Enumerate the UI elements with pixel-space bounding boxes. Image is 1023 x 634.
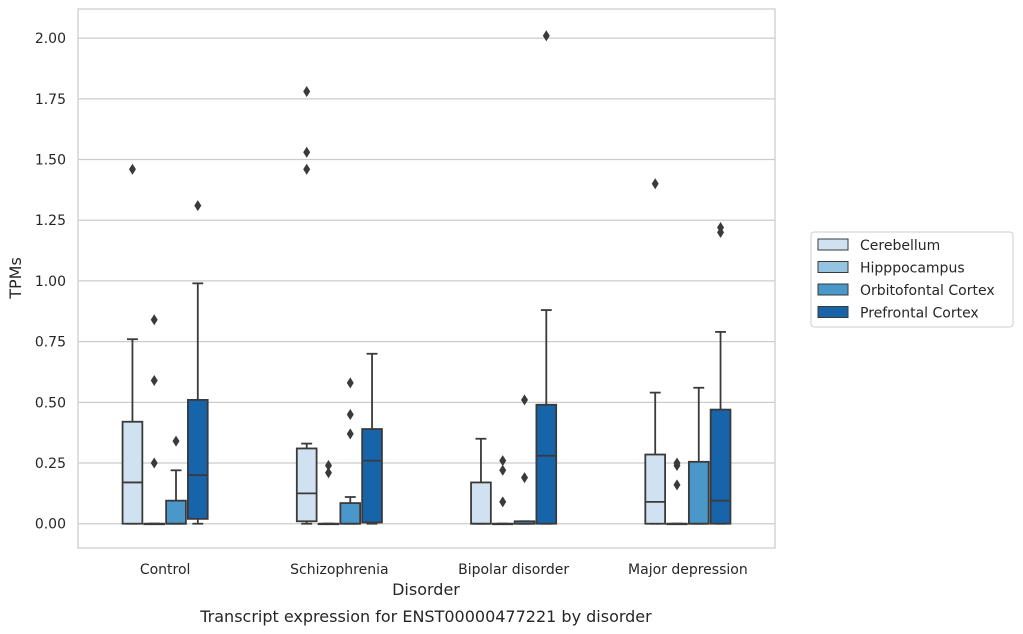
y-axis-title: TPMs (6, 257, 25, 300)
y-tick-label: 0.00 (35, 517, 66, 533)
box-cerebellum (644, 178, 666, 525)
outlier-point (499, 455, 507, 467)
y-tick-label: 2.00 (35, 31, 66, 47)
y-tick-label: 0.50 (35, 395, 66, 411)
outlier-point (521, 394, 529, 406)
outlier-point (172, 435, 180, 447)
outlier-point (499, 496, 507, 508)
box-hipppocampus (143, 314, 166, 526)
legend-swatch (817, 238, 849, 251)
box-hipppocampus (491, 455, 514, 526)
box-orbitofontal-cortex (339, 377, 362, 525)
x-tick-label: Control (140, 562, 191, 578)
outlier-point (673, 457, 681, 469)
y-tick-labels: 0.00 0.25 0.50 0.75 1.00 1.25 1.50 1.75 2.00 (35, 31, 66, 533)
outlier-point (324, 459, 332, 471)
outlier-point (303, 146, 311, 158)
box-cerebellum (470, 437, 492, 525)
legend-label: Cerebellum (860, 238, 940, 254)
outlier-point (150, 374, 158, 386)
legend: Cerebellum Hipppocampus Orbitofontal Corte… (810, 231, 1014, 328)
legend-swatch (817, 306, 849, 318)
chart-caption: Transcript expression for ENST0000047722… (199, 607, 652, 626)
outlier-point (324, 467, 332, 479)
box-body (470, 481, 492, 525)
box-cerebellum (295, 86, 318, 525)
outlier-point (150, 314, 158, 326)
outlier-point (542, 30, 550, 42)
legend-swatch (817, 283, 849, 296)
box-series (121, 30, 732, 526)
outlier-point (717, 222, 725, 234)
box-body (644, 453, 666, 525)
y-tick-label: 1.00 (35, 274, 66, 290)
box-hipppocampus (317, 459, 340, 526)
outlier-point (303, 86, 311, 98)
legend-swatch (817, 261, 849, 273)
box-prefrontal-cortex (187, 200, 209, 525)
legend-label: Hipppocampus (860, 261, 965, 277)
outlier-point (346, 377, 354, 389)
outlier-point (673, 479, 681, 491)
box-prefrontal-cortex (361, 352, 383, 525)
box-orbitofontal-cortex (513, 394, 536, 525)
x-tick-label: Bipolar disorder (458, 562, 569, 578)
box-body (535, 403, 558, 525)
box-body (187, 398, 209, 520)
box-hipppocampus (666, 457, 688, 526)
outlier-point (346, 428, 354, 440)
y-tick-label: 1.50 (35, 153, 66, 169)
box-body (709, 408, 732, 525)
box-body (165, 499, 187, 525)
legend-label: Prefrontal Cortex (860, 306, 979, 322)
outlier-point (150, 457, 158, 469)
box-body (687, 460, 710, 525)
box-orbitofontal-cortex (165, 435, 187, 525)
outlier-point (499, 464, 507, 476)
box-cerebellum (121, 163, 144, 525)
box-body (361, 428, 383, 524)
x-axis-title: Disorder (392, 580, 460, 599)
box-body (339, 502, 362, 525)
legend-label: Orbitofontal Cortex (860, 283, 995, 299)
y-tick-label: 1.25 (35, 213, 66, 229)
outlier-point (303, 163, 311, 175)
outlier-point (346, 408, 354, 420)
outlier-point (194, 200, 202, 212)
y-tick-label: 1.75 (35, 92, 66, 108)
x-tick-label: Major depression (628, 562, 748, 578)
x-tick-label: Schizophrenia (290, 562, 388, 578)
legend-frame (810, 231, 1014, 328)
outlier-point (651, 178, 659, 190)
box-prefrontal-cortex (709, 222, 732, 525)
box-prefrontal-cortex (535, 30, 558, 525)
box-body (295, 447, 318, 523)
x-tick-labels: Control Schizophrenia Bipolar disorder Majo… (140, 562, 748, 578)
box-orbitofontal-cortex (687, 386, 710, 525)
plot-frame (77, 8, 776, 549)
y-tick-label: 0.25 (35, 456, 66, 472)
outlier-point (128, 163, 136, 175)
plot-area (78, 9, 775, 548)
outlier-point (521, 472, 529, 484)
box-body (121, 420, 144, 525)
y-tick-label: 0.75 (35, 335, 66, 351)
